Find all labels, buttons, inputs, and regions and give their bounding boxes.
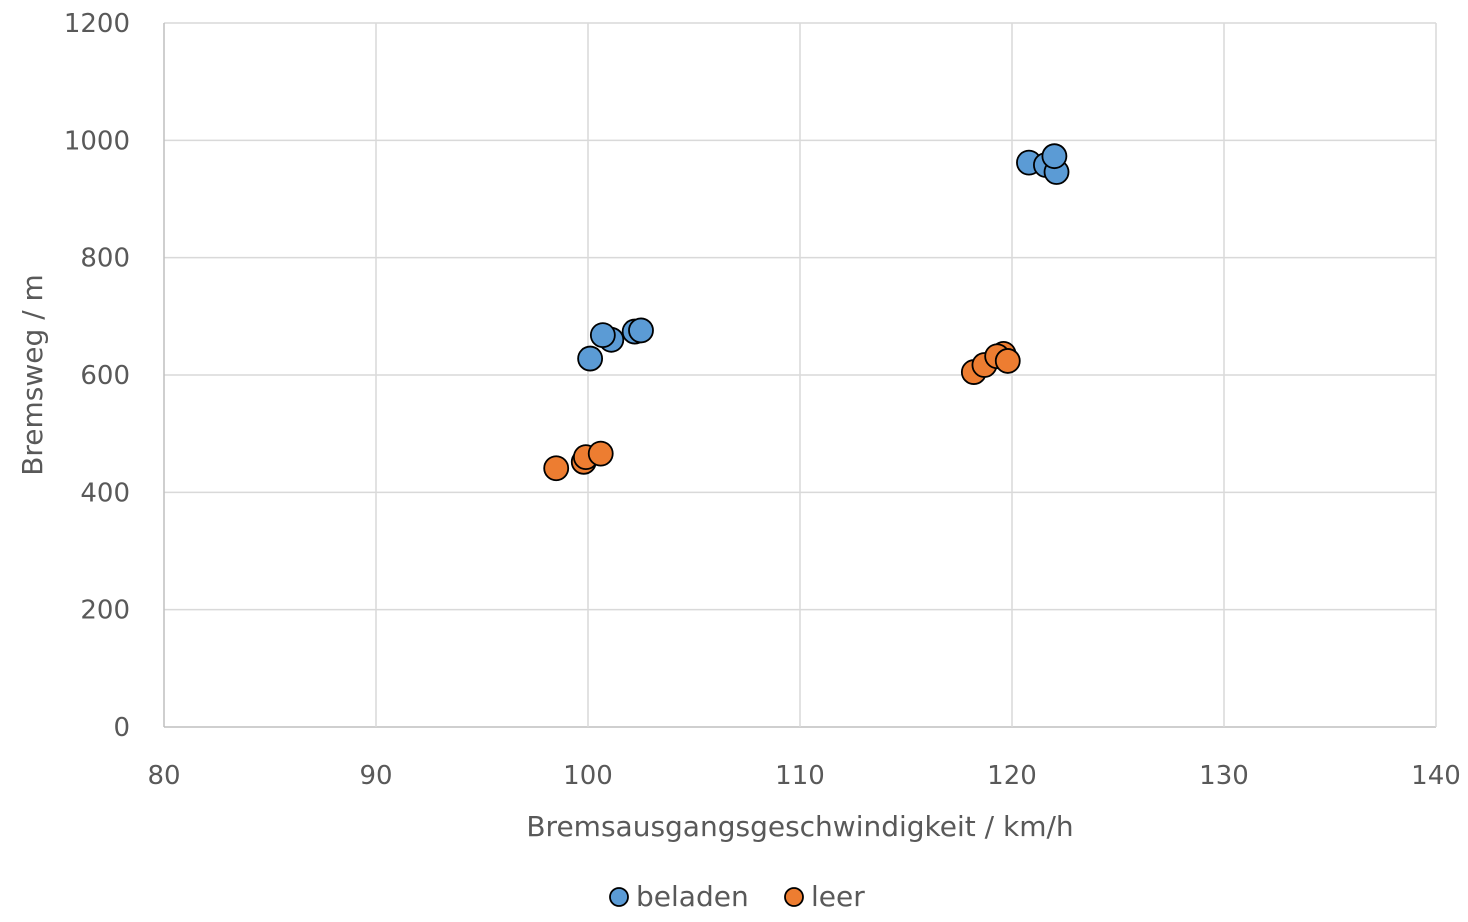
data-points [543,143,1070,482]
x-tick-label: 120 [987,761,1037,791]
x-tick-label: 140 [1411,761,1461,791]
point-beladen [577,345,604,372]
point-leer [587,440,614,467]
legend: beladen leer [609,880,865,913]
x-axis-title: Bremsausgangsgeschwindigkeit / km/h [526,810,1073,843]
grid [163,22,1437,728]
legend-label-leer: leer [811,880,865,913]
point-leer [994,348,1021,374]
y-tick-label: 600 [80,361,130,391]
x-tick-label: 100 [563,761,613,791]
y-axis-ticks: 0 200 400 600 800 1000 1200 [64,9,130,743]
y-tick-label: 800 [80,244,130,274]
y-axis-title: Bremsweg / m [16,274,49,476]
y-tick-label: 0 [113,713,130,743]
point-leer [543,455,570,482]
y-tick-label: 1000 [64,126,130,156]
x-tick-label: 130 [1199,761,1249,791]
point-beladen [628,317,654,344]
legend-marker-leer [784,887,804,907]
x-tick-label: 90 [359,761,392,791]
point-beladen [589,322,616,349]
legend-marker-beladen [609,887,629,907]
x-tick-label: 110 [775,761,825,791]
point-beladen [1041,143,1068,170]
y-tick-label: 200 [80,596,130,626]
x-tick-label: 80 [147,761,180,791]
y-tick-label: 400 [80,478,130,508]
y-tick-label: 1200 [64,9,130,39]
x-axis-ticks: 80 90 100 110 120 130 140 [147,761,1460,791]
legend-label-beladen: beladen [636,880,749,913]
